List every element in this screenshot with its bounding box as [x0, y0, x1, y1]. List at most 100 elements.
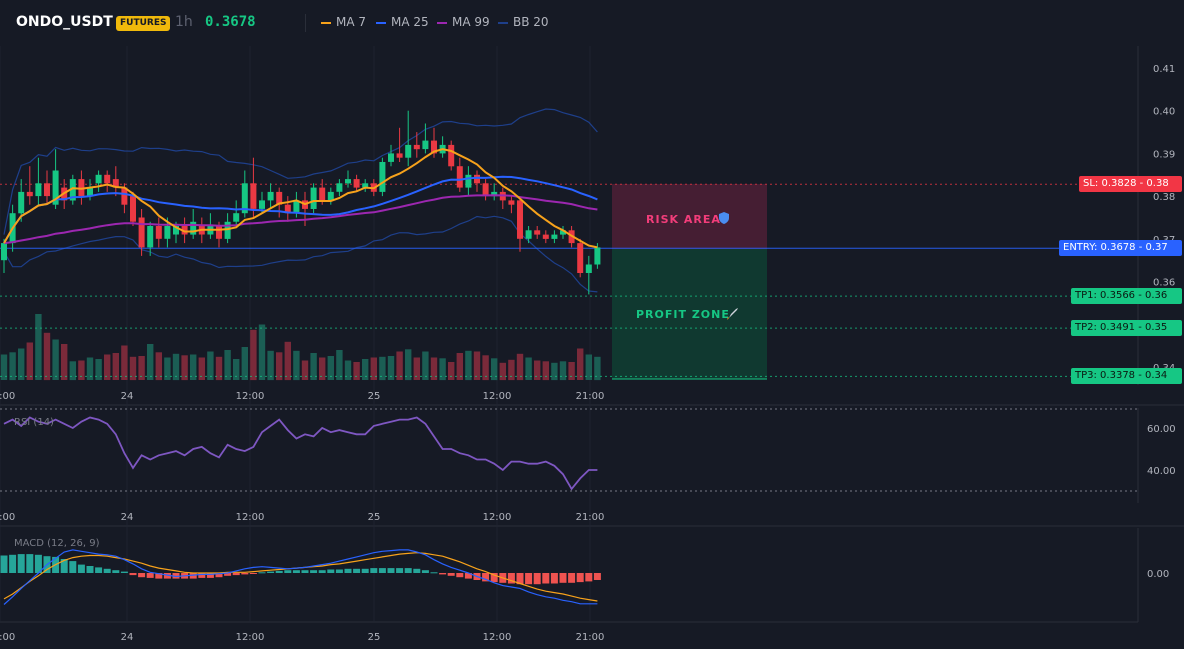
candle-body [35, 183, 42, 197]
volume-bar [542, 361, 549, 381]
volume-bar [69, 361, 76, 381]
rocket-icon [727, 308, 738, 320]
price-tick-label: 0.40 [1153, 107, 1175, 118]
macd-histogram-bar [413, 568, 421, 573]
candle [585, 255, 592, 295]
volume-bar [293, 350, 300, 381]
candle [465, 166, 472, 197]
time-tick-label: 12:00 [236, 632, 265, 643]
legend-swatch-ma99 [437, 21, 447, 24]
volume-bar [78, 360, 85, 380]
timeframe-selector[interactable]: 1h [175, 14, 193, 30]
macd-histogram-bar [275, 570, 283, 573]
volume-bar [534, 360, 541, 380]
candle [1, 238, 7, 273]
tp2-price-label[interactable]: TP2: 0.3491 - 0.35 [1071, 320, 1182, 337]
legend-bb20[interactable]: BB 20 [498, 15, 549, 29]
rsi-tick-label: 40.00 [1147, 466, 1176, 477]
volume-bar [319, 357, 326, 380]
candle-body [362, 183, 369, 188]
macd-histogram-bar [542, 573, 550, 584]
legend-ma25[interactable]: MA 25 [376, 15, 429, 29]
candle [517, 196, 523, 252]
macd-line [3, 549, 598, 605]
price-tick-label: 0.38 [1153, 192, 1175, 203]
candle [448, 140, 455, 171]
symbol-title[interactable]: ONDO_USDT [16, 14, 113, 30]
candle-body [104, 174, 111, 184]
volume-bar [172, 353, 180, 381]
candle-body [448, 144, 455, 167]
candle-body [259, 200, 265, 209]
macd-histogram-bar [585, 573, 593, 582]
candle-body [405, 144, 412, 158]
candle [474, 170, 480, 192]
candle [104, 170, 111, 192]
legend-ma99[interactable]: MA 99 [437, 15, 490, 29]
candle [112, 166, 119, 197]
volume-bar [396, 351, 403, 380]
tp1-price-label[interactable]: TP1: 0.3566 - 0.36 [1071, 288, 1182, 305]
macd-histogram-bar [370, 568, 378, 573]
candle-body [241, 183, 248, 214]
volume-bar [112, 353, 119, 380]
trade-zones: RISK AREA PROFIT ZONE [612, 184, 767, 380]
candle-body [293, 200, 300, 214]
candle-body [456, 166, 463, 188]
futures-badge: FUTURES [116, 16, 171, 31]
tp3-price-label[interactable]: TP3: 0.3378 - 0.34 [1071, 368, 1182, 385]
rsi-line [3, 416, 598, 491]
time-tick-label: 21:00 [576, 632, 605, 643]
candle [577, 238, 584, 278]
macd-histogram-bar [516, 573, 524, 585]
candle [388, 144, 394, 167]
risk-area-box[interactable] [612, 184, 767, 249]
macd-histogram-bar [206, 573, 214, 578]
candle-body [345, 179, 351, 184]
volume-bar [129, 356, 137, 381]
candle-body [482, 183, 489, 197]
macd-histogram-bar [335, 569, 343, 573]
profit-zone-box[interactable] [612, 249, 767, 379]
macd-histogram-bar [86, 566, 94, 573]
candle-body [52, 170, 59, 205]
candle [138, 209, 145, 256]
legend-label-ma7: MA 7 [336, 15, 367, 29]
macd-histogram-bar [421, 570, 429, 573]
candle-body [78, 179, 85, 197]
macd-histogram-bar [456, 573, 464, 578]
candle-body [138, 217, 145, 248]
macd-histogram-bar [533, 573, 541, 585]
candle-body [594, 247, 601, 265]
volume-bar [233, 359, 240, 380]
candle-body [95, 174, 102, 184]
candle-body [388, 153, 394, 162]
candle-body [87, 187, 93, 197]
candle-body [585, 264, 592, 273]
volume-bar [439, 358, 446, 381]
candle [155, 217, 162, 248]
candle [499, 187, 506, 209]
macd-histogram-bar [568, 573, 576, 583]
candle [353, 174, 360, 192]
volume-bar [551, 362, 558, 381]
legend-ma7[interactable]: MA 7 [321, 15, 366, 29]
candle-body [431, 140, 437, 154]
candle-body [26, 191, 33, 197]
candle-body [121, 187, 128, 205]
sl-price-label[interactable]: SL: 0.3828 - 0.38 [1079, 176, 1182, 193]
candle-body [577, 243, 584, 273]
candle [267, 183, 274, 209]
candle-body [216, 226, 222, 239]
ma99-line [3, 194, 598, 245]
candle [26, 166, 33, 205]
candle-body [336, 183, 343, 192]
price-tick-label: 0.41 [1153, 64, 1175, 75]
candle-body [474, 174, 480, 184]
volume-bar [224, 350, 231, 380]
volume-bar [362, 359, 369, 380]
entry-price-label[interactable]: ENTRY: 0.3678 - 0.37 [1059, 240, 1182, 257]
macd-histogram-bar [550, 573, 558, 584]
volume-bar [482, 355, 489, 381]
